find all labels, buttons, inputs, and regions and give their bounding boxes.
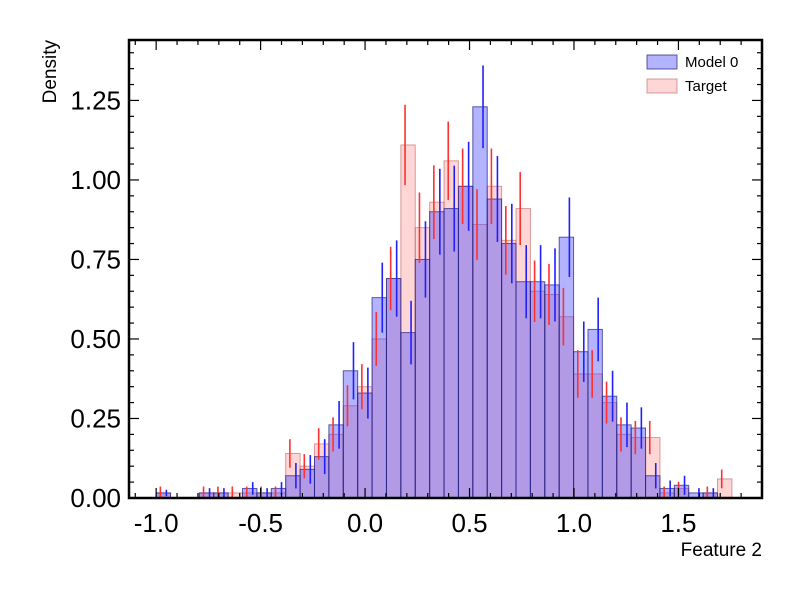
model-bar — [630, 427, 647, 499]
model-bar — [486, 198, 503, 499]
model-bar — [529, 281, 546, 499]
x-tick-label: 0.5 — [451, 508, 487, 538]
legend: Model 0 Target — [646, 54, 738, 95]
y-tick-label: 1.00 — [70, 165, 121, 195]
model-bar — [544, 284, 560, 499]
model-bar — [457, 185, 474, 499]
y-tick-label: 0.75 — [70, 244, 121, 274]
model-bar — [242, 487, 258, 499]
x-tick-label: 1.5 — [660, 508, 696, 538]
legend-swatch-model — [646, 54, 678, 70]
y-tick-label: 0.25 — [70, 403, 121, 433]
model-bar — [414, 258, 431, 499]
legend-label-model: Model 0 — [685, 54, 738, 71]
x-tick-label: 0.0 — [347, 508, 383, 538]
model-bar — [270, 487, 287, 499]
y-tick-label: 1.25 — [70, 85, 121, 115]
model-bar — [285, 475, 301, 499]
model-bar — [400, 332, 416, 499]
model-bar — [328, 424, 344, 499]
model-bars — [155, 106, 719, 499]
x-axis-label: Feature 2 — [681, 540, 762, 561]
model-bar — [601, 395, 618, 499]
target-error-bars — [159, 104, 723, 498]
axis-ticks — [129, 40, 762, 499]
model-bar — [673, 484, 690, 499]
x-tick-label: -1.0 — [134, 508, 179, 538]
model-bar — [342, 370, 359, 499]
model-bar — [371, 297, 387, 499]
x-tick-label: 1.0 — [556, 508, 592, 538]
model-bar — [385, 278, 402, 499]
model-bar — [659, 487, 675, 499]
model-bar — [501, 243, 517, 499]
legend-label-target: Target — [685, 78, 728, 95]
y-tick-label: 0.50 — [70, 324, 121, 354]
model-bar — [515, 281, 531, 499]
model-bar — [313, 456, 330, 499]
axis-tick-labels: -1.0 -0.5 0.0 0.5 1.0 1.5 0.00 0.25 0.50 0.75 1.00… — [70, 85, 696, 538]
plot-frame — [127, 38, 764, 500]
model-bar — [616, 424, 632, 499]
model-bar — [558, 236, 575, 499]
model-bar — [357, 392, 373, 499]
model-bar — [587, 328, 603, 499]
x-tick-label: -0.5 — [238, 508, 283, 538]
y-tick-label: 0.00 — [70, 483, 121, 513]
model-bar — [429, 211, 445, 499]
model-bar — [443, 208, 459, 499]
model-bar — [472, 106, 488, 499]
model-bar — [573, 351, 589, 499]
y-axis-label: Density — [40, 40, 61, 104]
legend-swatch-target — [646, 78, 678, 94]
